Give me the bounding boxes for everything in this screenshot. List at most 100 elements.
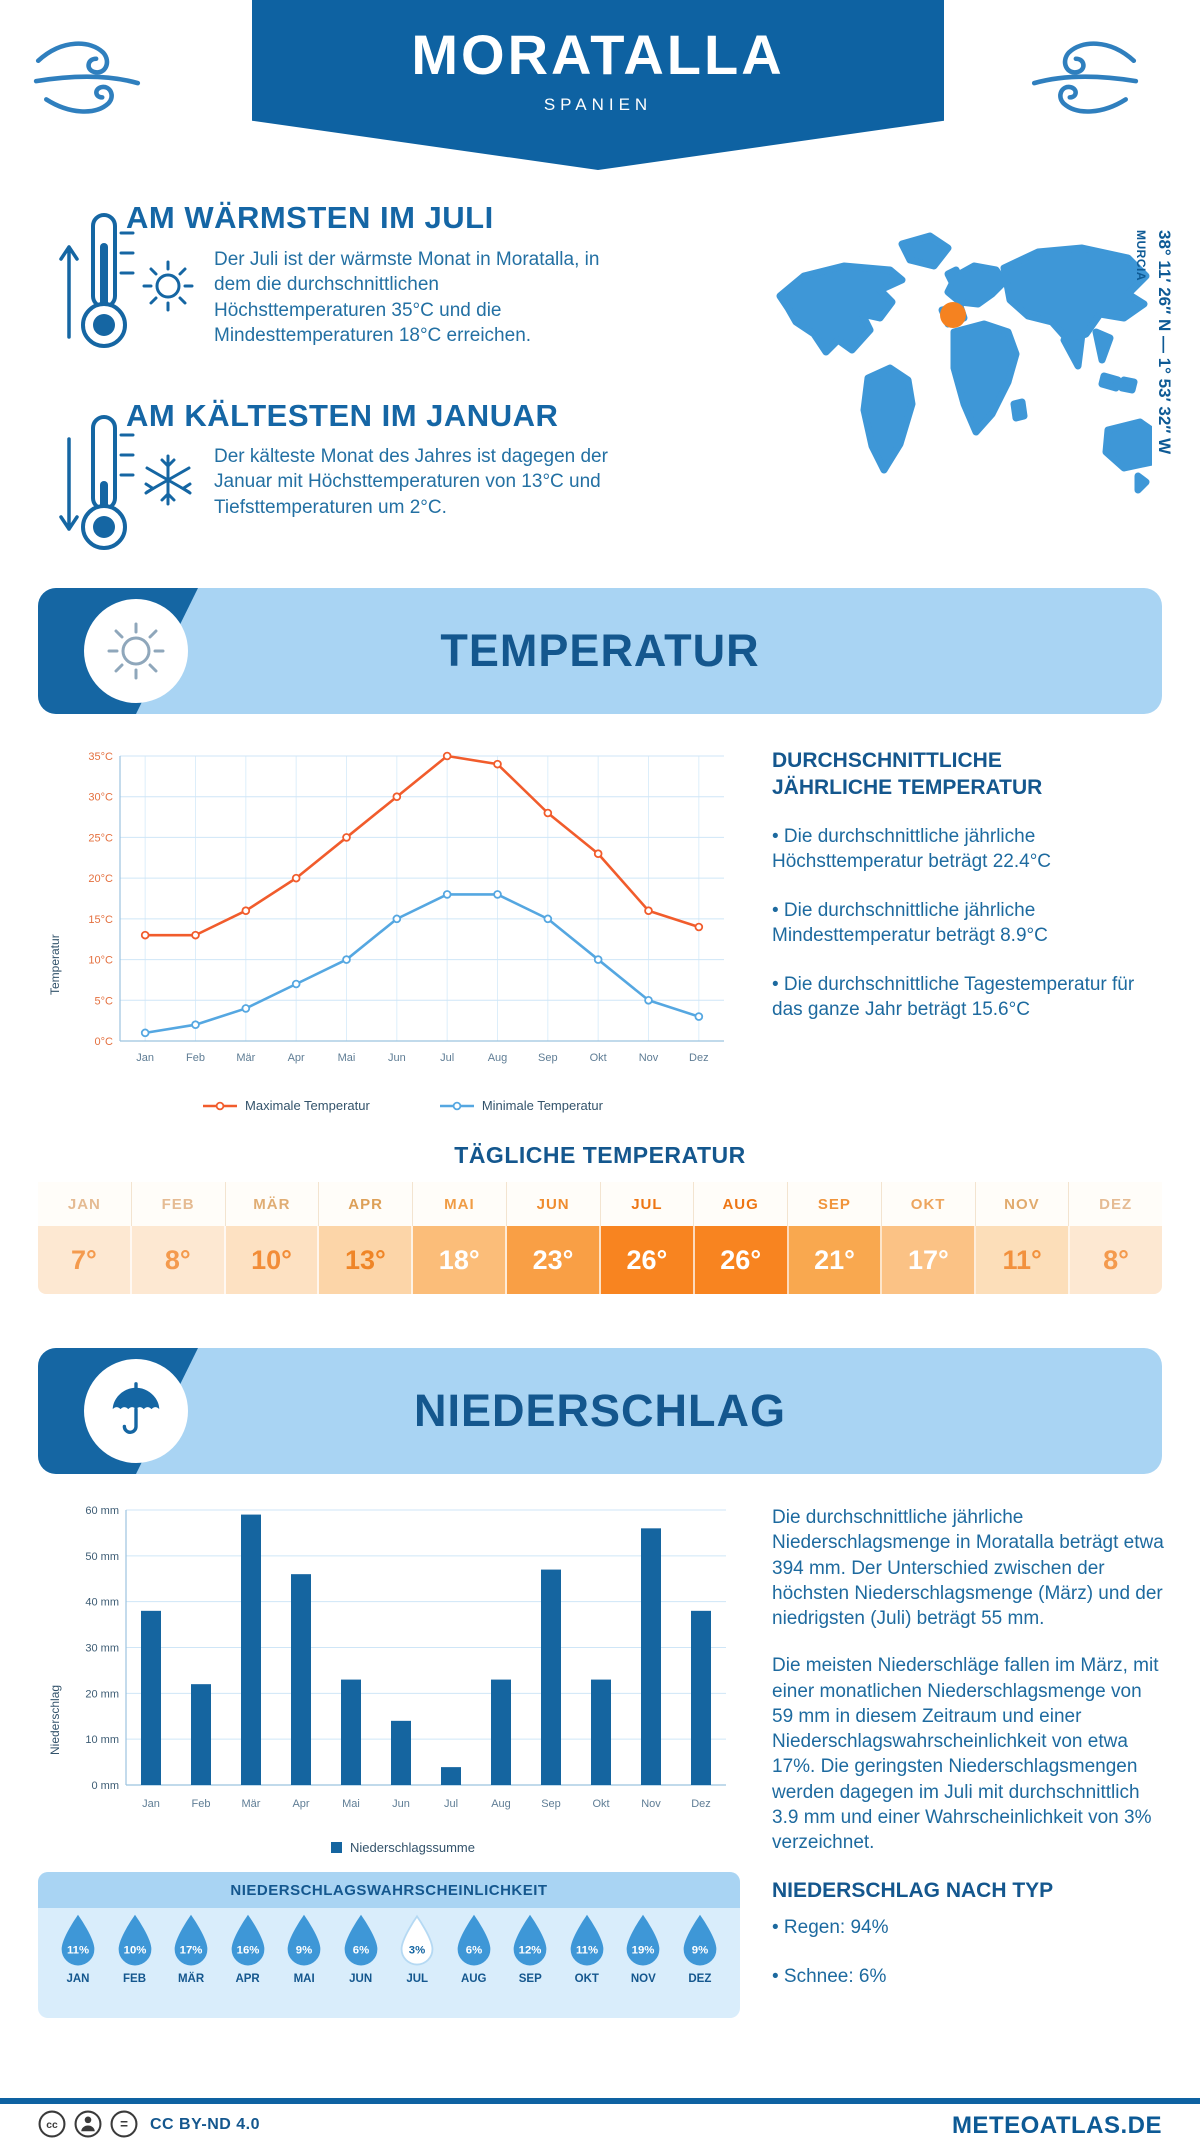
map-coordinates: 38° 11′ 26″ N — 1° 53′ 32″ W (1155, 230, 1174, 455)
droplet-icon: 9% (287, 1914, 321, 1966)
attribution-person-icon (74, 2110, 102, 2138)
svg-text:Apr: Apr (288, 1052, 305, 1064)
daily-temp-month: JUN (506, 1182, 601, 1226)
svg-text:Jan: Jan (136, 1052, 154, 1064)
svg-text:Jul: Jul (444, 1798, 458, 1810)
warmest-heading: AM WÄRMSTEN IM JULI (126, 200, 494, 235)
svg-text:3%: 3% (409, 1945, 425, 1957)
daily-temp-month: NOV (975, 1182, 1070, 1226)
coldest-text: Der kälteste Monat des Jahres ist dagege… (214, 446, 608, 518)
droplet-month-label: MÄR (177, 1973, 205, 1985)
thermometer-down-icon (59, 415, 135, 550)
daily-temp-month: OKT (881, 1182, 976, 1226)
daily-temp-month: DEZ (1069, 1182, 1162, 1226)
temperature-band-icon-circle (84, 599, 188, 703)
bullet-text: • Schnee: 6% (772, 1965, 887, 1987)
site-label: METEOATLAS.DE (951, 2112, 1162, 2139)
daily-temp-month: MAI (413, 1182, 507, 1226)
svg-text:Okt: Okt (592, 1798, 609, 1810)
droplet-icon: 3% (400, 1914, 434, 1966)
daily-temp-value: 21° (788, 1226, 883, 1294)
daily-temp-value: 26° (600, 1226, 695, 1294)
svg-text:35°C: 35°C (88, 751, 113, 763)
no-derivatives-icon: = (110, 2110, 138, 2138)
temperature-chart-legend: Maximale Temperatur Minimale Temperatur (68, 1098, 738, 1113)
daily-temp-value: 17° (882, 1226, 977, 1294)
probability-cell: 9% DEZ (674, 1914, 726, 1985)
svg-text:6%: 6% (466, 1945, 482, 1957)
temperature-section-band: TEMPERATUR (38, 588, 1162, 714)
location-marker (940, 302, 966, 328)
svg-text:50 mm: 50 mm (85, 1551, 119, 1563)
coldest-heading: AM KÄLTESTEN IM JANUAR (126, 398, 559, 433)
droplet-month-label: OKT (574, 1973, 599, 1985)
droplet-icon: 19% (626, 1914, 660, 1966)
probability-cell: 6% AUG (448, 1914, 500, 1985)
svg-text:10 mm: 10 mm (85, 1734, 119, 1746)
umbrella-icon (112, 1382, 160, 1434)
daily-temp-value: 11° (976, 1226, 1071, 1294)
svg-text:30°C: 30°C (88, 792, 113, 804)
svg-text:Aug: Aug (488, 1052, 508, 1064)
svg-text:Okt: Okt (590, 1052, 607, 1064)
license-label: CC BY-ND 4.0 (150, 2116, 261, 2133)
svg-text:19%: 19% (632, 1945, 655, 1957)
precip-type-bullets: • Regen: 94% • Schnee: 6% (772, 1915, 1164, 1989)
daily-temp-value: 13° (319, 1226, 414, 1294)
legend-swatch-icon (331, 1842, 342, 1853)
precipitation-paragraph: Die meisten Niederschläge fallen im März… (772, 1655, 1159, 1854)
svg-text:0°C: 0°C (95, 1036, 114, 1048)
annual-temperature-heading: DURCHSCHNITTLICHE JÄHRLICHE TEMPERATUR (772, 749, 1043, 800)
daily-temp-value: 7° (38, 1226, 132, 1294)
svg-text:Dez: Dez (689, 1052, 709, 1064)
droplet-icon: 9% (683, 1914, 717, 1966)
precipitation-text-column: Die durchschnittliche jährliche Niedersc… (772, 1505, 1164, 2013)
svg-text:Sep: Sep (538, 1052, 558, 1064)
droplet-icon: 6% (457, 1914, 491, 1966)
svg-text:5°C: 5°C (95, 995, 114, 1007)
probability-cell: 19% NOV (617, 1914, 669, 1985)
sun-outline-icon (107, 622, 165, 680)
wind-icon (1031, 41, 1139, 114)
daily-temp-value: 8° (131, 1226, 226, 1294)
svg-text:10°C: 10°C (88, 955, 113, 967)
droplet-icon: 11% (570, 1914, 604, 1966)
cc-icon: cc (38, 2110, 66, 2138)
annual-temperature-column: DURCHSCHNITTLICHE JÄHRLICHE TEMPERATUR •… (772, 747, 1144, 1046)
svg-text:Sep: Sep (541, 1798, 561, 1810)
svg-text:20 mm: 20 mm (85, 1688, 119, 1700)
map-region-label: MURCIA (1134, 230, 1148, 281)
precipitation-chart: 0 mm 10 mm 20 mm 30 mm 40 mm 50 mm 60 mm Jan Feb… (85, 1505, 726, 1810)
daily-temp-month: MÄR (225, 1182, 320, 1226)
daily-temp-month: SEP (788, 1182, 882, 1226)
precipitation-paragraph: Die durchschnittliche jährliche Niedersc… (772, 1507, 1164, 1630)
svg-text:40 mm: 40 mm (85, 1597, 119, 1609)
page-title: MORATALLA (411, 23, 785, 86)
precip-type-heading: NIEDERSCHLAG NACH TYP (772, 1879, 1054, 1903)
daily-temp-value-row: 7° 8° 10° 13° 18° 23° 26° 26° 21° 17° 11° 8° (38, 1226, 1162, 1294)
droplet-month-label: JAN (66, 1973, 90, 1985)
footer-divider (0, 2098, 1200, 2104)
svg-text:25°C: 25°C (88, 832, 113, 844)
daily-temp-value: 10° (225, 1226, 320, 1294)
precip-chart-ylabel: Niederschlag (48, 1684, 62, 1755)
probability-title: NIEDERSCHLAGSWAHRSCHEINLICHKEIT (38, 1872, 740, 1908)
droplet-icon: 17% (174, 1914, 208, 1966)
droplet-month-label: DEZ (688, 1973, 712, 1985)
temperature-chart: 0°C 5°C 10°C 15°C 20°C 25°C 30°C 35°C Jan Feb Mär A… (88, 751, 724, 1064)
svg-text:Jul: Jul (440, 1052, 454, 1064)
legend-label: Maximale Temperatur (245, 1098, 370, 1113)
precipitation-section-band: NIEDERSCHLAG (38, 1348, 1162, 1474)
svg-text:20°C: 20°C (88, 873, 113, 885)
svg-text:Jun: Jun (392, 1798, 410, 1810)
daily-temp-month: AUG (694, 1182, 788, 1226)
droplet-icon: 11% (61, 1914, 95, 1966)
svg-text:60 mm: 60 mm (85, 1505, 119, 1517)
svg-text:10%: 10% (123, 1945, 146, 1957)
precipitation-band-icon-circle (84, 1359, 188, 1463)
svg-text:Jun: Jun (388, 1052, 406, 1064)
droplet-month-label: SEP (518, 1973, 542, 1985)
svg-text:Mai: Mai (342, 1798, 360, 1810)
droplet-month-label: NOV (630, 1973, 656, 1985)
daily-temp-month: FEB (131, 1182, 226, 1226)
